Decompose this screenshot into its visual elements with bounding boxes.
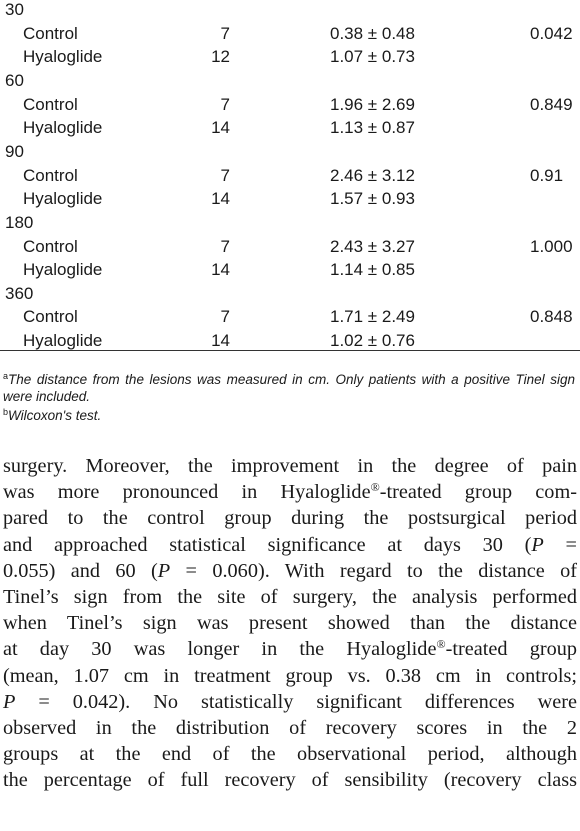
body-line: observed in the distribution of recovery… [3, 717, 577, 739]
p-value: 0.848 [530, 307, 573, 327]
mean-sd: 1.14 ± 0.85 [330, 260, 415, 280]
n-value: 14 [211, 260, 230, 280]
n-value: 7 [220, 23, 230, 43]
n-value: 12 [211, 47, 230, 67]
body-line: 0.055) and 60 (P = 0.060). With regard t… [3, 559, 577, 582]
group-label: Hyaloglide [23, 47, 103, 67]
group-label: Hyaloglide [23, 118, 103, 138]
footnote: aThe distance from the lesions was measu… [3, 368, 575, 405]
footnote-marker: b [3, 407, 9, 417]
n-value: 7 [220, 165, 230, 185]
body-line: pared to the control group during the po… [3, 507, 577, 530]
n-value: 7 [220, 307, 230, 327]
n-value: 7 [220, 236, 230, 256]
group-label: Control [23, 307, 78, 327]
mean-sd: 1.13 ± 0.87 [330, 118, 415, 138]
mean-sd: 0.38 ± 0.48 [330, 23, 415, 43]
day-label: 60 [5, 70, 24, 90]
group-label: Hyaloglide [23, 260, 103, 280]
mean-sd: 1.71 ± 2.49 [330, 307, 415, 327]
group-label: Control [23, 23, 78, 43]
n-value: 7 [220, 94, 230, 114]
day-label: 30 [5, 0, 24, 19]
day-label: 90 [5, 141, 24, 161]
mean-sd: 1.07 ± 0.73 [330, 47, 415, 67]
body-line: surgery. Moreover, the improvement in th… [3, 455, 577, 477]
footnote-text: The distance from the lesions was measur… [3, 372, 575, 404]
body-line: P = 0.042). No statistically significant… [3, 690, 577, 713]
body-line: (mean, 1.07 cm in treatment group vs. 0.… [3, 664, 577, 687]
footnote-marker: a [3, 371, 9, 381]
n-value: 14 [211, 189, 230, 209]
mean-sd: 1.02 ± 0.76 [330, 331, 415, 351]
p-value: 1.000 [530, 236, 573, 256]
footnote-text: Wilcoxon's test. [8, 408, 102, 423]
mean-sd: 1.57 ± 0.93 [330, 189, 415, 209]
mean-sd: 2.43 ± 3.27 [330, 236, 415, 256]
body-line: was more pronounced in Hyaloglide®-treat… [3, 480, 577, 504]
group-label: Control [23, 236, 78, 256]
n-value: 14 [211, 118, 230, 138]
p-value: 0.91 [530, 165, 564, 185]
group-label: Control [23, 94, 78, 114]
p-value: 0.042 [530, 23, 573, 43]
group-label: Hyaloglide [23, 331, 103, 351]
body-line: when Tinel’s sign was present showed tha… [3, 612, 577, 635]
mean-sd: 2.46 ± 3.12 [330, 165, 415, 185]
table-rule [0, 349, 580, 351]
body-line: and approached statistical significance … [3, 533, 577, 556]
body-line: groups at the end of the observational p… [3, 743, 577, 766]
body-line: at day 30 was longer in the Hyaloglide®-… [3, 637, 578, 661]
day-label: 180 [5, 212, 34, 232]
p-value: 0.849 [530, 94, 573, 114]
mean-sd: 1.96 ± 2.69 [330, 94, 415, 114]
body-line: the percentage of full recovery of sensi… [3, 769, 577, 792]
body-line: Tinel’s sign from the site of surgery, t… [3, 586, 577, 608]
n-value: 14 [211, 331, 230, 351]
day-label: 360 [5, 283, 34, 303]
group-label: Hyaloglide [23, 189, 103, 209]
group-label: Control [23, 165, 78, 185]
footnote: bWilcoxon's test. [3, 404, 575, 424]
